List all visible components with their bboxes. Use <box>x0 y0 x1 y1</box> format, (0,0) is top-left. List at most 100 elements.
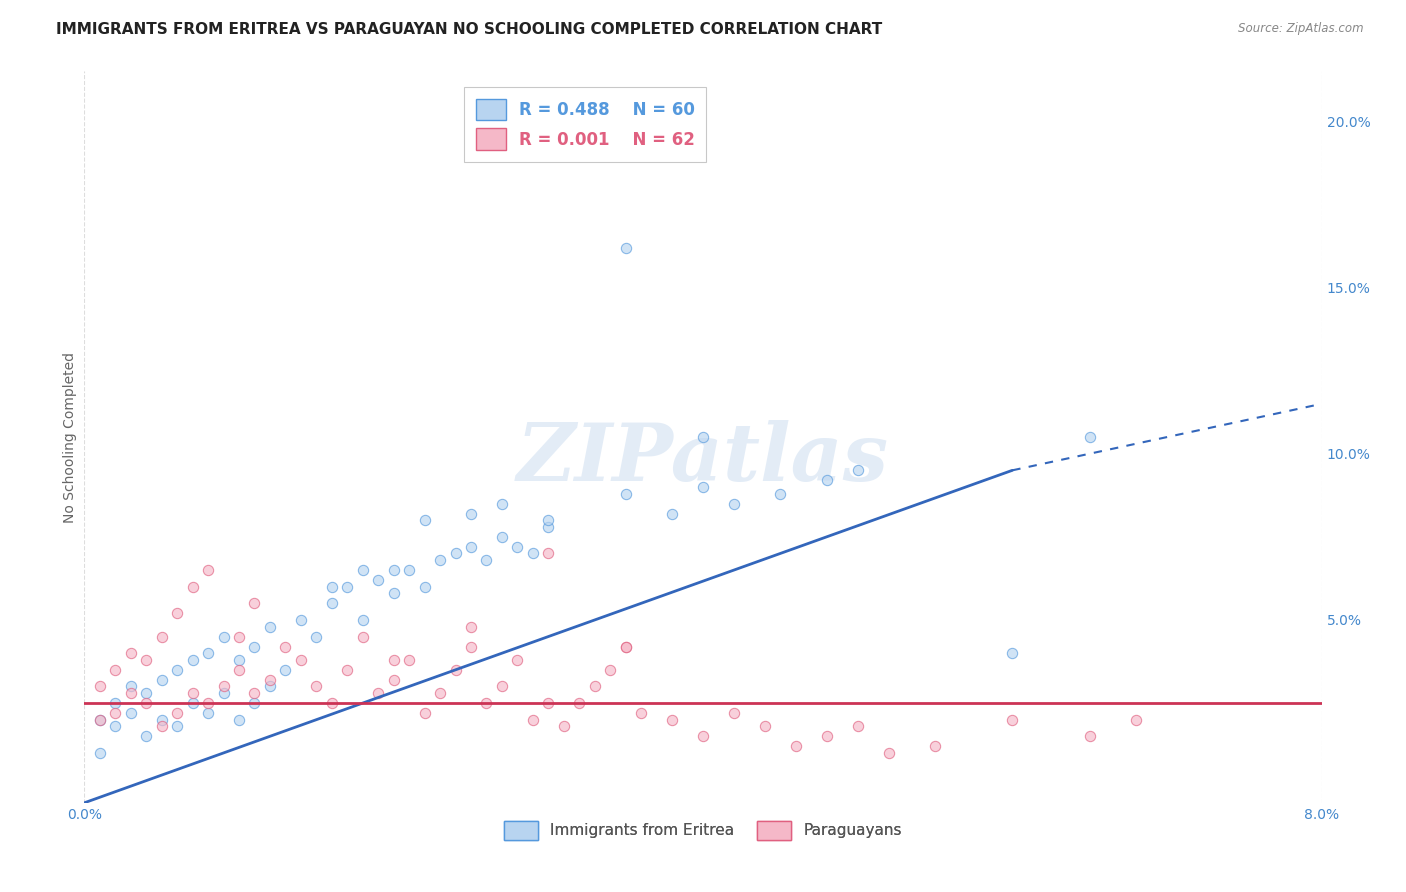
Point <box>321 696 343 710</box>
Point <box>1078 729 1101 743</box>
Point <box>150 719 173 733</box>
Point <box>754 719 776 733</box>
Point <box>181 580 204 594</box>
Point <box>89 713 111 727</box>
Point <box>197 696 219 710</box>
Text: IMMIGRANTS FROM ERITREA VS PARAGUAYAN NO SCHOOLING COMPLETED CORRELATION CHART: IMMIGRANTS FROM ERITREA VS PARAGUAYAN NO… <box>56 22 883 37</box>
Point <box>120 646 142 660</box>
Point <box>475 696 498 710</box>
Point <box>537 696 560 710</box>
Point <box>352 630 374 644</box>
Point <box>352 613 374 627</box>
Point <box>460 619 482 633</box>
Point <box>522 546 544 560</box>
Point <box>150 630 173 644</box>
Point <box>120 706 142 720</box>
Point <box>243 596 266 610</box>
Point <box>1001 646 1024 660</box>
Point <box>1001 713 1024 727</box>
Point <box>877 746 900 760</box>
Point <box>723 497 745 511</box>
Point <box>274 640 297 654</box>
Point <box>181 686 204 700</box>
Point <box>568 696 591 710</box>
Point <box>769 486 792 500</box>
Text: Source: ZipAtlas.com: Source: ZipAtlas.com <box>1239 22 1364 36</box>
Point <box>382 653 405 667</box>
Point <box>104 719 127 733</box>
Point <box>321 596 343 610</box>
Point <box>104 663 127 677</box>
Point <box>661 713 683 727</box>
Point <box>197 646 219 660</box>
Point <box>243 640 266 654</box>
Point <box>259 619 281 633</box>
Point <box>553 719 575 733</box>
Point <box>692 430 714 444</box>
Point <box>614 486 637 500</box>
Point <box>475 553 498 567</box>
Point <box>259 680 281 694</box>
Point <box>135 696 157 710</box>
Point <box>120 686 142 700</box>
Point <box>398 563 420 577</box>
Point <box>460 507 482 521</box>
Point <box>382 563 405 577</box>
Point <box>398 653 420 667</box>
Point <box>522 713 544 727</box>
Point <box>89 713 111 727</box>
Point <box>506 653 529 667</box>
Point <box>336 580 359 594</box>
Point <box>166 607 188 621</box>
Point <box>243 686 266 700</box>
Point <box>599 663 621 677</box>
Point <box>290 613 312 627</box>
Point <box>259 673 281 687</box>
Point <box>212 680 235 694</box>
Point <box>135 653 157 667</box>
Point <box>228 653 250 667</box>
Point <box>181 653 204 667</box>
Point <box>413 513 436 527</box>
Point <box>352 563 374 577</box>
Point <box>444 546 467 560</box>
Point <box>166 663 188 677</box>
Point <box>274 663 297 677</box>
Point <box>336 663 359 677</box>
Point <box>614 640 637 654</box>
Point <box>228 663 250 677</box>
Point <box>537 520 560 534</box>
Point <box>305 680 328 694</box>
Point <box>367 686 389 700</box>
Point <box>212 630 235 644</box>
Point <box>150 673 173 687</box>
Y-axis label: No Schooling Completed: No Schooling Completed <box>63 351 77 523</box>
Point <box>460 540 482 554</box>
Point <box>413 706 436 720</box>
Point <box>243 696 266 710</box>
Point <box>166 706 188 720</box>
Point <box>723 706 745 720</box>
Point <box>460 640 482 654</box>
Point <box>429 553 451 567</box>
Point <box>228 630 250 644</box>
Point <box>846 719 869 733</box>
Point <box>290 653 312 667</box>
Point <box>321 580 343 594</box>
Point <box>630 706 652 720</box>
Point <box>135 686 157 700</box>
Point <box>104 706 127 720</box>
Point <box>692 480 714 494</box>
Point <box>614 640 637 654</box>
Point <box>197 563 219 577</box>
Point <box>537 546 560 560</box>
Point <box>583 680 606 694</box>
Point <box>1125 713 1147 727</box>
Point <box>429 686 451 700</box>
Point <box>89 680 111 694</box>
Point <box>815 729 838 743</box>
Point <box>491 680 513 694</box>
Point <box>120 680 142 694</box>
Point <box>104 696 127 710</box>
Point <box>181 696 204 710</box>
